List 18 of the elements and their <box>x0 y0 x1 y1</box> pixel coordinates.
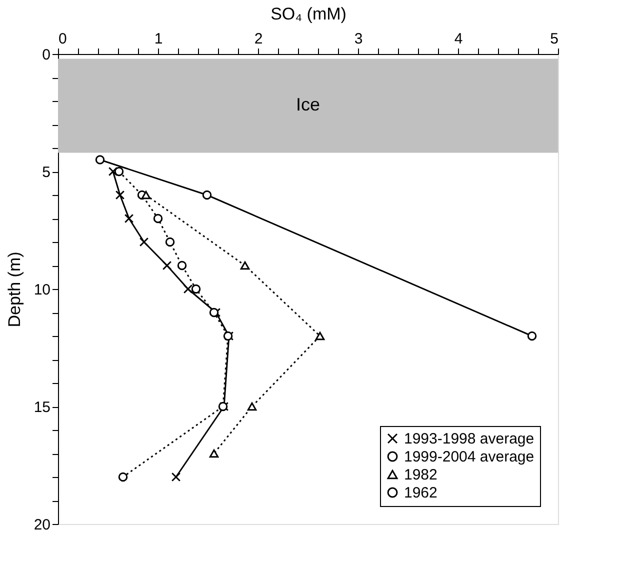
x-tick-label: 4 <box>454 30 463 48</box>
x-tick-label: 3 <box>354 30 363 48</box>
x-tick-label: 2 <box>254 30 263 48</box>
y-tick-label: 5 <box>42 164 50 181</box>
band-label: Ice <box>296 94 320 115</box>
x-axis-title: SO₄ (mM) <box>270 4 346 24</box>
x-tick-label: 1 <box>154 30 163 48</box>
x-tick-label: 0 <box>58 30 67 48</box>
legend-label: 1999-2004 average <box>404 448 534 466</box>
y-axis-title: Depth (m) <box>4 252 24 328</box>
y-tick-label: 0 <box>42 46 50 64</box>
legend-label: 1982 <box>404 466 438 484</box>
legend-label: 1962 <box>404 484 438 502</box>
y-tick-label: 10 <box>34 282 50 298</box>
legend-label: 1993-1998 average <box>404 430 534 448</box>
y-tick-label: 15 <box>34 399 50 416</box>
x-tick-label: 5 <box>550 30 558 48</box>
y-tick-label: 20 <box>34 516 50 534</box>
